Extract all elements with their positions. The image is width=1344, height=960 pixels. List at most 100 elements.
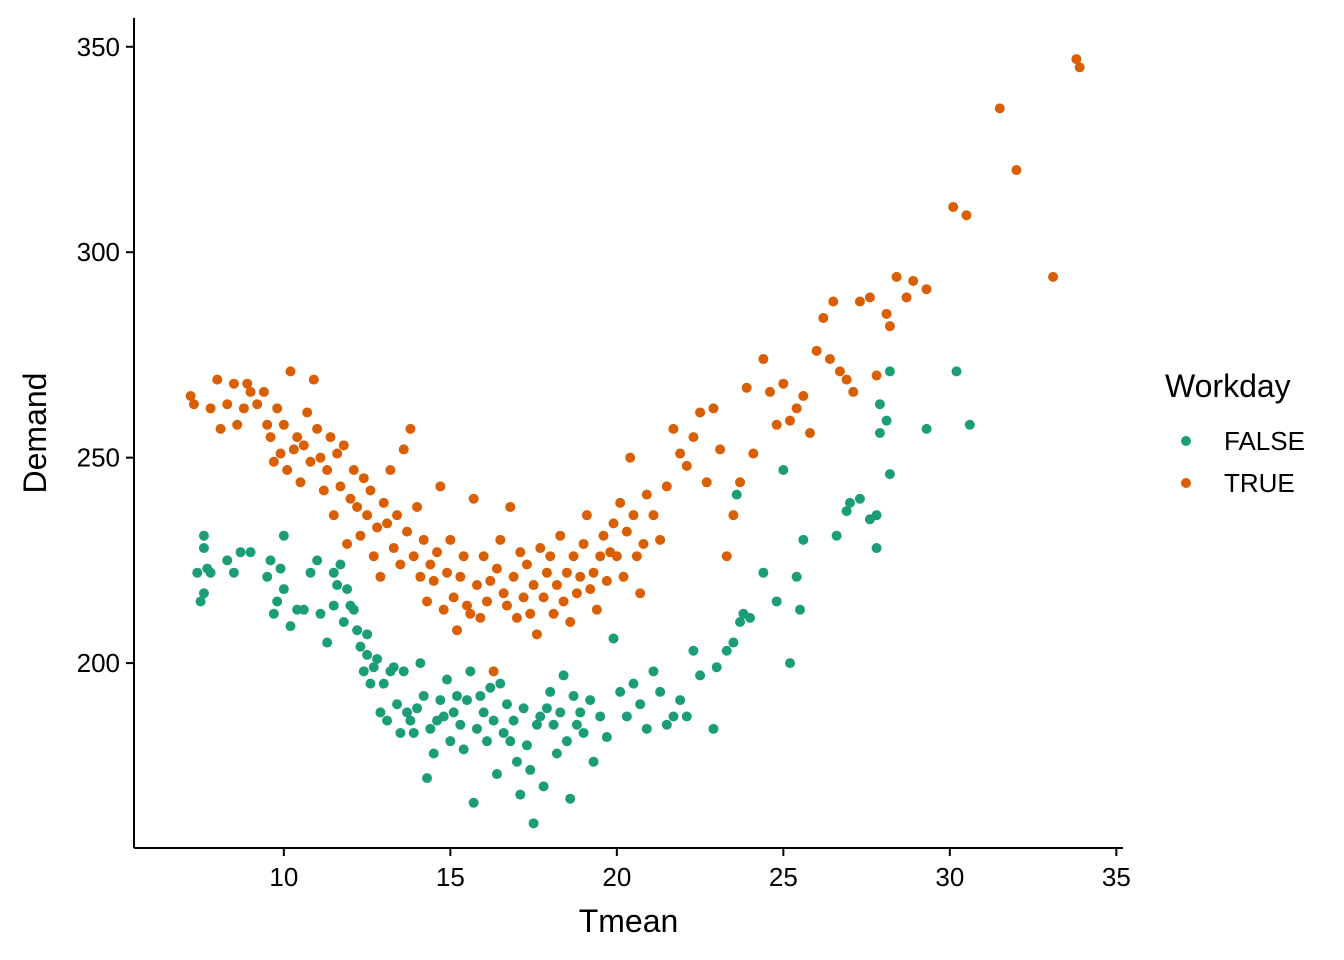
data-point xyxy=(824,354,835,365)
data-point xyxy=(422,773,433,784)
data-point xyxy=(511,756,522,767)
data-point xyxy=(332,448,343,459)
data-point xyxy=(951,366,962,377)
data-point xyxy=(312,423,323,434)
data-point xyxy=(635,699,646,710)
data-point xyxy=(575,571,586,582)
data-point xyxy=(728,637,739,648)
legend-key-false xyxy=(1181,436,1191,446)
data-point xyxy=(422,596,433,607)
data-point xyxy=(348,464,359,475)
data-point xyxy=(282,464,293,475)
data-point xyxy=(921,423,932,434)
data-point xyxy=(638,538,649,549)
data-point xyxy=(695,407,706,418)
data-point xyxy=(508,715,519,726)
data-point xyxy=(488,666,499,677)
data-point xyxy=(585,695,596,706)
data-point xyxy=(675,695,686,706)
data-point xyxy=(688,432,699,443)
data-point xyxy=(871,543,882,554)
data-point xyxy=(292,432,303,443)
data-point xyxy=(305,567,316,578)
data-point xyxy=(315,452,326,463)
data-point xyxy=(265,432,276,443)
data-point xyxy=(335,559,346,570)
data-point xyxy=(475,690,486,701)
data-point xyxy=(871,370,882,381)
x-tick-label: 20 xyxy=(602,862,631,892)
data-point xyxy=(515,789,526,800)
data-point xyxy=(372,653,383,664)
data-point xyxy=(262,571,273,582)
x-axis-ticks: 10 15 20 25 30 35 xyxy=(269,848,1131,892)
data-point xyxy=(615,497,626,508)
data-point xyxy=(405,715,416,726)
data-point xyxy=(205,403,216,414)
plot-points xyxy=(185,54,1085,829)
data-point xyxy=(791,403,802,414)
data-point xyxy=(242,378,253,389)
data-point xyxy=(345,493,356,504)
data-point xyxy=(481,736,492,747)
x-tick-label: 15 xyxy=(436,862,465,892)
data-point xyxy=(488,715,499,726)
data-point xyxy=(272,403,283,414)
data-point xyxy=(921,284,932,295)
data-point xyxy=(348,604,359,615)
x-tick-label: 25 xyxy=(769,862,798,892)
data-point xyxy=(601,575,612,586)
data-point xyxy=(708,723,719,734)
data-point xyxy=(315,608,326,619)
data-point xyxy=(495,678,506,689)
legend-key-true xyxy=(1181,478,1191,488)
data-point xyxy=(518,703,529,714)
data-point xyxy=(412,501,423,512)
data-point xyxy=(262,419,273,430)
legend-items: FALSE TRUE xyxy=(1181,426,1305,498)
data-point xyxy=(595,711,606,722)
data-point xyxy=(238,403,249,414)
data-point xyxy=(798,534,809,545)
data-point xyxy=(475,612,486,623)
data-point xyxy=(628,678,639,689)
legend-label-true: TRUE xyxy=(1224,468,1295,498)
data-point xyxy=(228,567,239,578)
data-point xyxy=(461,695,472,706)
data-point xyxy=(828,296,839,307)
data-point xyxy=(312,555,323,566)
legend-label-false: FALSE xyxy=(1224,426,1305,456)
data-point xyxy=(701,477,712,488)
data-point xyxy=(442,567,453,578)
data-point xyxy=(1048,271,1059,282)
data-point xyxy=(555,707,566,718)
data-point xyxy=(352,625,363,636)
data-point xyxy=(681,460,692,471)
data-point xyxy=(278,530,289,541)
data-point xyxy=(708,403,719,414)
data-point xyxy=(418,534,429,545)
data-point xyxy=(688,645,699,656)
data-point xyxy=(565,793,576,804)
data-point xyxy=(428,748,439,759)
data-point xyxy=(964,419,975,430)
data-point xyxy=(322,637,333,648)
data-point xyxy=(455,719,466,730)
data-point xyxy=(412,703,423,714)
data-point xyxy=(295,477,306,488)
data-point xyxy=(531,719,542,730)
data-point xyxy=(648,510,659,521)
data-point xyxy=(715,444,726,455)
data-point xyxy=(388,662,399,673)
data-point xyxy=(758,567,769,578)
data-point xyxy=(355,530,366,541)
data-point xyxy=(491,769,502,780)
data-point xyxy=(418,690,429,701)
data-point xyxy=(844,497,855,508)
legend: Workday FALSE TRUE xyxy=(1165,368,1305,498)
data-point xyxy=(495,534,506,545)
y-tick-label: 300 xyxy=(77,237,120,267)
data-point xyxy=(228,378,239,389)
data-point xyxy=(661,481,672,492)
data-point xyxy=(308,374,319,385)
